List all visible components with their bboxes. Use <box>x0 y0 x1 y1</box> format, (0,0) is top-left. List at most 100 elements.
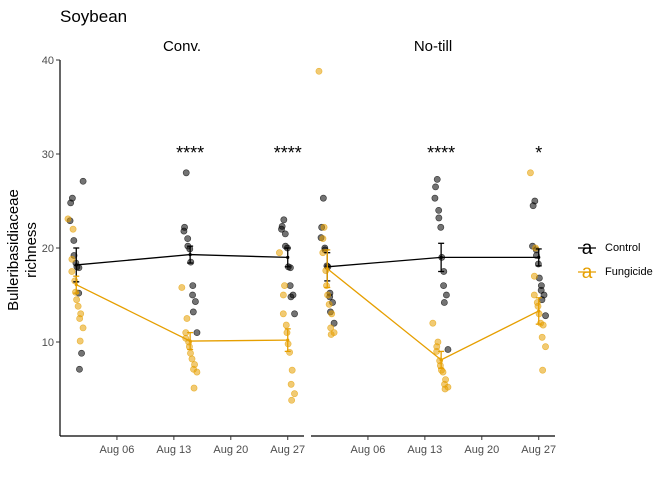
data-point <box>193 368 201 376</box>
x-tick-label: Aug 06 <box>350 444 385 456</box>
data-point <box>76 337 84 345</box>
panel-strip-label: No-till <box>414 38 452 55</box>
data-point <box>190 384 198 392</box>
data-point <box>325 300 333 308</box>
legend-label-fungicide: Fungicide <box>605 266 653 278</box>
data-point <box>281 282 288 289</box>
data-point <box>530 291 538 299</box>
legend-key-control-glyph: a <box>582 238 593 259</box>
data-point <box>73 296 81 304</box>
data-point <box>527 169 534 177</box>
data-point <box>192 298 199 305</box>
data-point <box>288 396 296 404</box>
data-point <box>287 293 295 301</box>
y-axis-label-line-2: richness <box>23 222 40 278</box>
x-tick-label: Aug 20 <box>213 444 248 456</box>
data-point <box>330 319 338 327</box>
data-point <box>184 235 192 242</box>
x-tick-label: Aug 13 <box>156 444 191 456</box>
y-axis-label-line-1: Bulleribasidiaceae <box>5 189 22 311</box>
y-tick-label: 40 <box>42 55 54 67</box>
data-point <box>315 67 323 75</box>
significance-label: * <box>535 143 542 163</box>
data-point <box>542 343 549 351</box>
data-point <box>64 215 72 223</box>
mean-point <box>188 252 192 257</box>
y-tick-label: 20 <box>42 243 54 255</box>
significance-label: **** <box>427 143 455 163</box>
data-point <box>178 284 186 291</box>
panel-0: Conv. Aug 06 Aug 13 Aug 20 Aug 27 10 20 30 40 ***… <box>42 38 305 456</box>
data-point <box>70 237 78 244</box>
mean-point <box>439 358 443 362</box>
chart-title: Soybean <box>60 7 127 26</box>
data-point <box>279 291 287 299</box>
data-point <box>539 366 547 374</box>
data-point <box>68 255 76 263</box>
data-point <box>189 308 197 316</box>
series-line <box>75 284 288 342</box>
data-point <box>327 331 335 338</box>
legend: a Control a Fungicide <box>578 238 653 283</box>
data-point <box>281 230 289 238</box>
data-point <box>534 302 542 310</box>
data-point <box>280 216 288 224</box>
data-point <box>189 291 196 299</box>
data-point <box>183 315 191 322</box>
data-point <box>71 277 79 285</box>
data-point <box>532 244 539 252</box>
data-point <box>286 282 294 289</box>
data-point <box>539 321 547 329</box>
data-point <box>441 385 449 393</box>
series-line <box>327 256 539 268</box>
data-point <box>278 225 285 233</box>
data-point <box>67 199 75 207</box>
data-point <box>288 366 296 374</box>
data-point <box>324 291 332 299</box>
data-point <box>443 291 450 299</box>
data-point <box>283 329 291 336</box>
data-point <box>433 175 441 183</box>
legend-label-control: Control <box>605 242 640 254</box>
data-point <box>282 321 290 329</box>
data-point <box>542 312 549 320</box>
data-point <box>69 225 77 233</box>
data-point <box>319 194 327 202</box>
data-point <box>538 333 546 341</box>
data-point <box>187 349 194 357</box>
data-point <box>320 223 328 231</box>
data-point <box>79 177 87 185</box>
data-point <box>437 223 445 231</box>
data-point <box>279 310 287 318</box>
data-point <box>530 272 538 280</box>
mean-point <box>74 263 78 267</box>
mean-point <box>74 283 78 287</box>
x-tick-label: Aug 20 <box>464 444 499 456</box>
panel-strip-label: Conv. <box>163 38 201 55</box>
data-point <box>444 346 452 353</box>
y-tick-label: 30 <box>42 149 54 161</box>
data-point <box>188 355 196 363</box>
data-point <box>78 349 85 357</box>
data-point <box>429 319 437 327</box>
mean-point <box>325 267 329 271</box>
data-point <box>432 183 439 191</box>
data-point <box>74 302 82 310</box>
data-point <box>182 169 190 177</box>
data-point <box>327 324 335 332</box>
data-point <box>76 315 84 322</box>
data-point <box>189 282 197 289</box>
significance-label: **** <box>176 143 204 163</box>
legend-key-fungicide-glyph: a <box>582 262 593 283</box>
significance-label: **** <box>274 143 302 163</box>
data-point <box>79 324 87 332</box>
data-point <box>68 268 76 275</box>
data-point <box>431 194 439 202</box>
data-point <box>72 288 79 296</box>
mean-point <box>439 255 443 259</box>
data-point <box>291 310 298 318</box>
data-point <box>276 249 283 257</box>
mean-point <box>286 255 290 259</box>
